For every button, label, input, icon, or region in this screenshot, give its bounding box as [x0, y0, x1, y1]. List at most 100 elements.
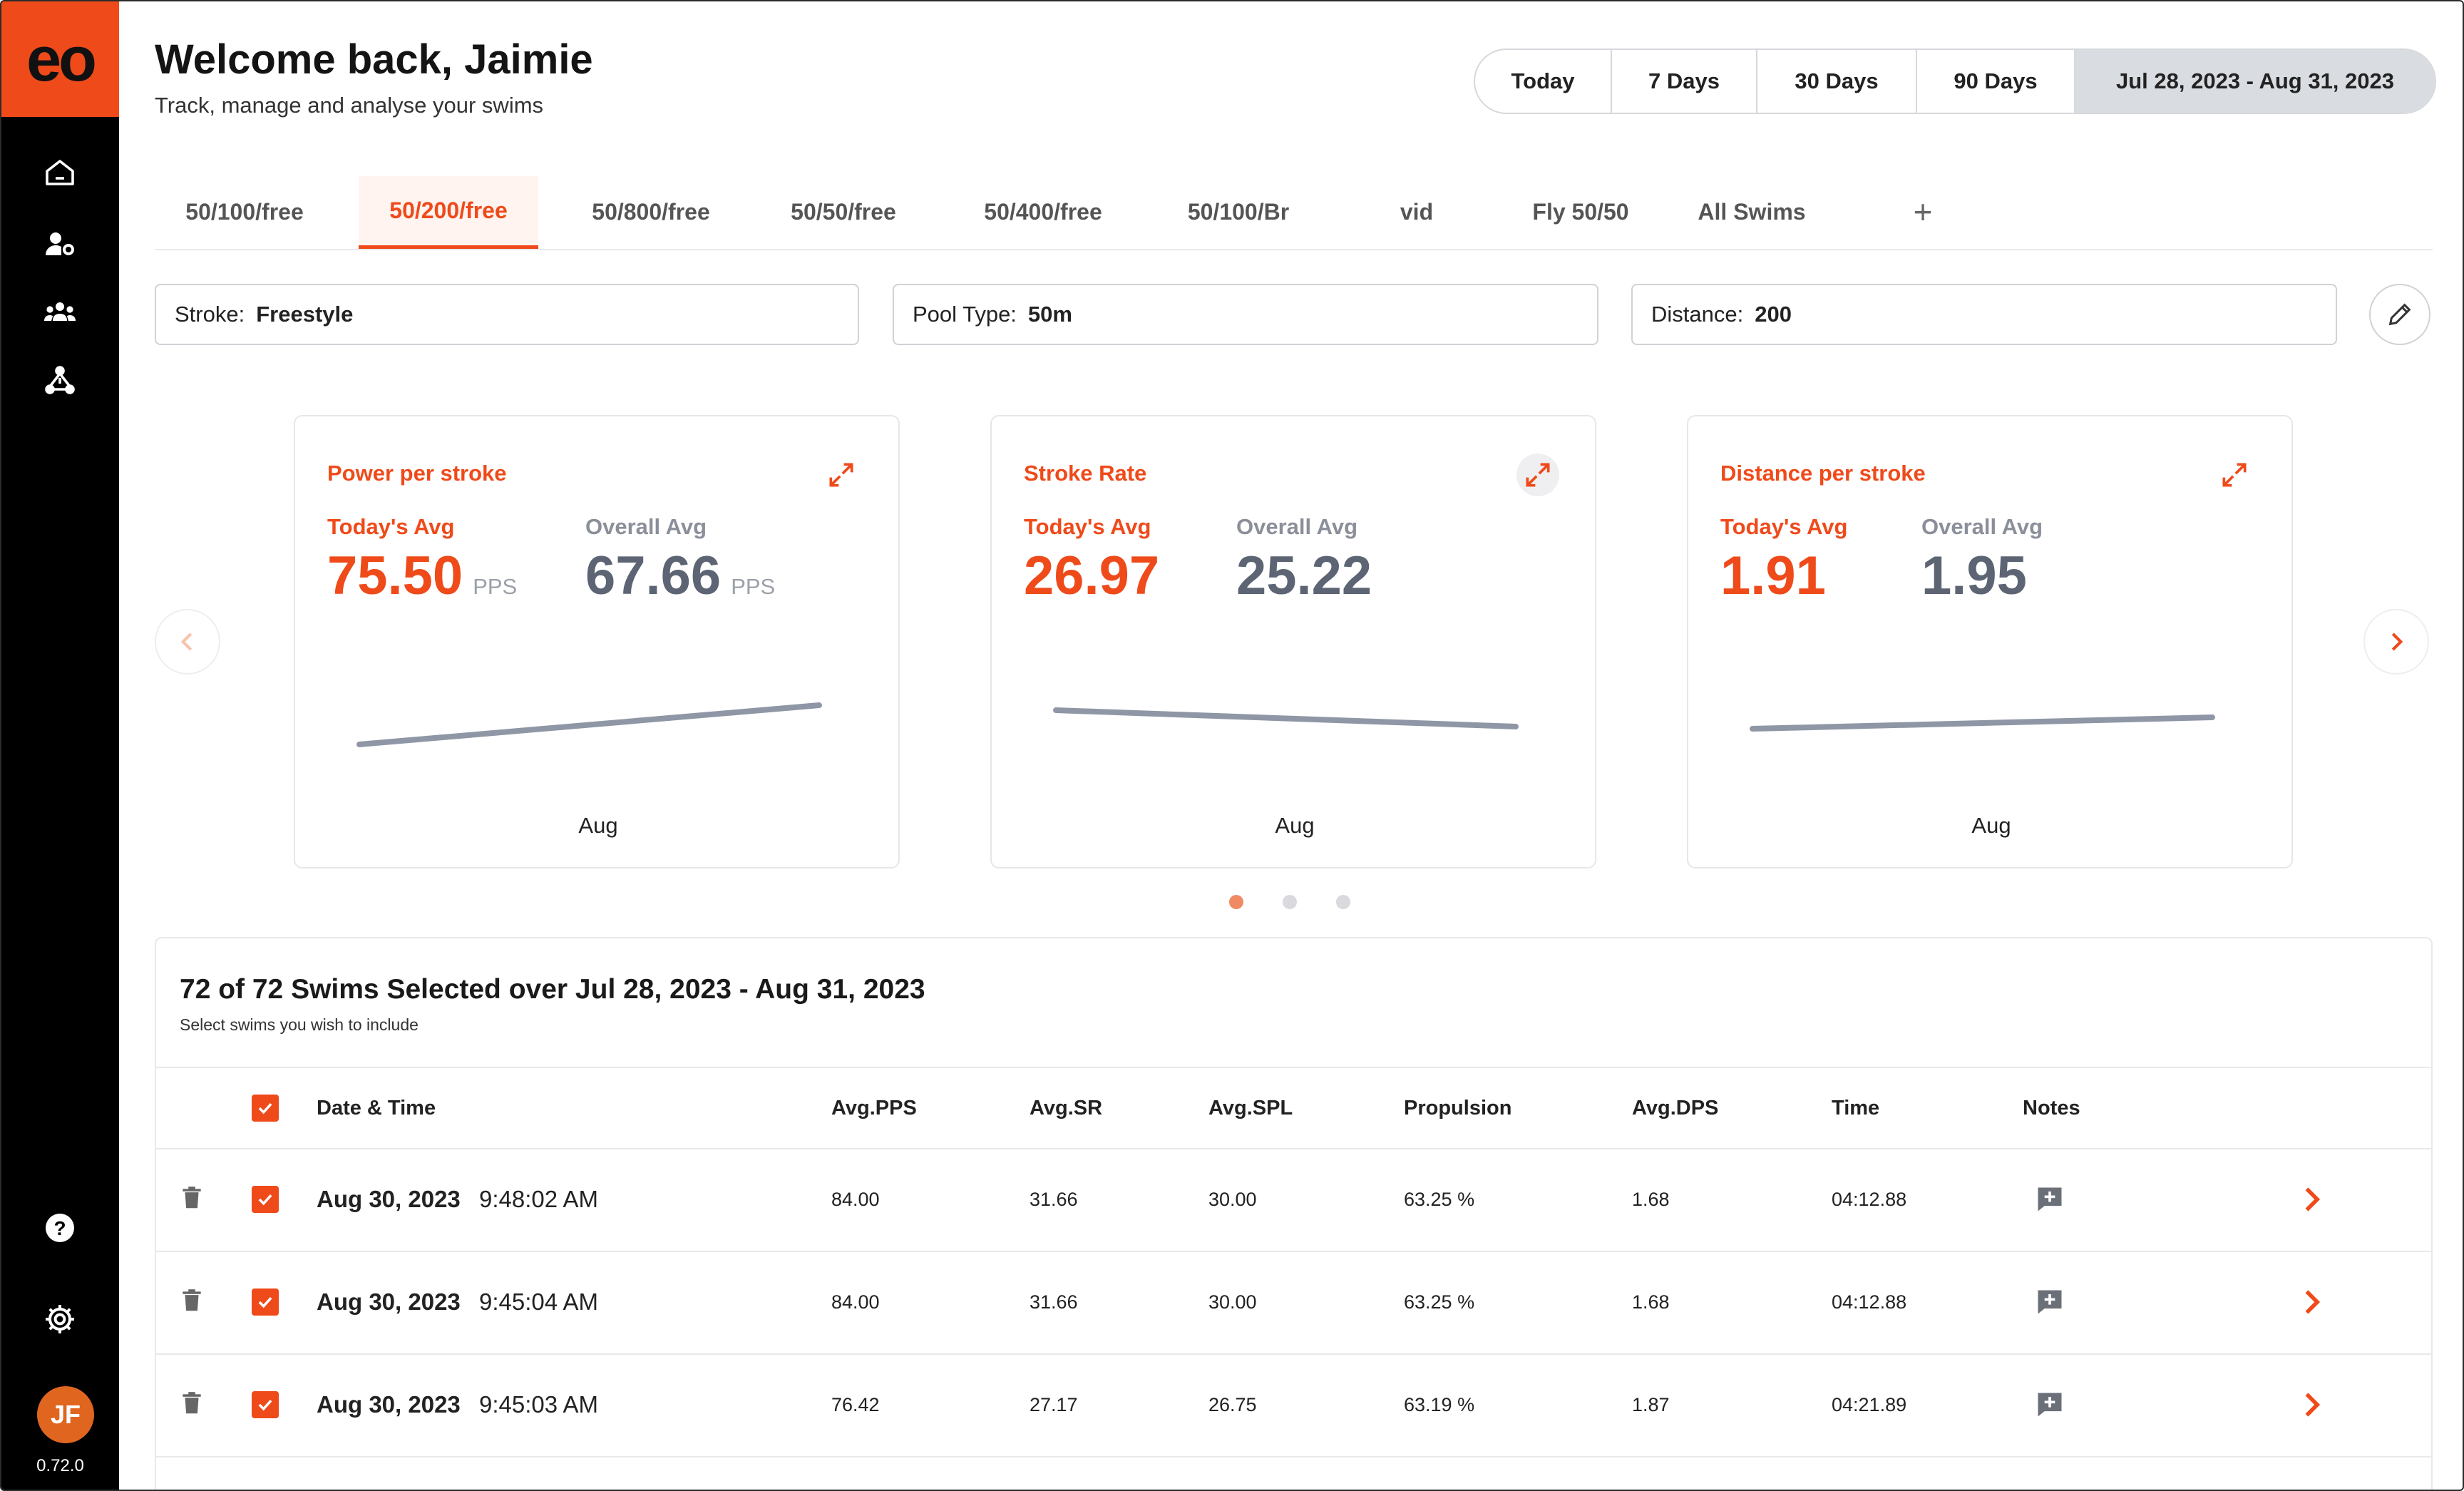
overall-value-number: 67.66 [585, 545, 722, 606]
today-avg-label: Today's Avg [1720, 514, 1848, 539]
pagination-dot[interactable] [1229, 895, 1243, 909]
group-icon[interactable] [37, 290, 83, 335]
row-avg-sr: 27.17 [1030, 1393, 1078, 1415]
today-avg-label: Today's Avg [327, 514, 455, 539]
avatar[interactable]: JF [37, 1386, 94, 1443]
overall-avg-value: 1.95 [1921, 545, 2027, 606]
table-header: Date & Time Avg.PPS Avg.SR Avg.SPL Propu… [156, 1067, 2431, 1149]
row-checkbox[interactable] [252, 1288, 279, 1316]
today-avg-label: Today's Avg [1024, 514, 1151, 539]
tab-50-400-free[interactable]: 50/400/free [984, 198, 1102, 225]
table-row[interactable]: Aug 30, 2023 9:45:03 AM 76.42 27.17 26.7… [156, 1353, 2431, 1457]
table-row[interactable]: Aug 30, 2023 9:48:02 AM 84.00 31.66 30.0… [156, 1148, 2431, 1252]
range-30-days-button[interactable]: 30 Days [1757, 50, 1917, 113]
row-propulsion: 63.25 % [1404, 1188, 1475, 1210]
range-90-days-button[interactable]: 90 Days [1917, 50, 2075, 113]
trash-icon[interactable] [176, 1285, 207, 1316]
select-all-checkbox[interactable] [252, 1095, 279, 1122]
column-header[interactable]: Propulsion [1404, 1096, 1512, 1119]
pool-type-value: 50m [1027, 302, 1072, 327]
row-avg-dps: 1.87 [1632, 1393, 1670, 1415]
pagination-dot[interactable] [1336, 895, 1350, 909]
tab-50-200-free[interactable]: 50/200/free [359, 176, 538, 249]
range-today-button[interactable]: Today [1475, 50, 1612, 113]
column-header[interactable]: Time [1832, 1096, 1880, 1119]
row-date: Aug 30, 2023 [317, 1186, 461, 1212]
row-avg-pps: 84.00 [831, 1291, 880, 1313]
chevron-right-icon[interactable] [2294, 1285, 2328, 1319]
row-duration: 04:21.89 [1832, 1393, 1907, 1415]
row-time: 9:45:03 AM [479, 1391, 598, 1418]
column-header[interactable]: Avg.DPS [1632, 1096, 1719, 1119]
row-avg-sr: 31.66 [1030, 1188, 1078, 1210]
column-header[interactable]: Date & Time [317, 1096, 436, 1119]
row-checkbox[interactable] [252, 1391, 279, 1418]
chevron-right-icon[interactable] [2294, 1182, 2328, 1216]
row-avg-pps: 76.42 [831, 1393, 880, 1415]
pool-type-label: Pool Type: [913, 302, 1017, 327]
version-label: 0.72.0 [36, 1456, 84, 1475]
network-icon[interactable] [37, 358, 83, 404]
metric-card-distance-per-stroke: Distance per stroke Today's Avg Overall … [1687, 415, 2293, 869]
trash-icon[interactable] [176, 1182, 207, 1214]
home-icon[interactable] [37, 150, 83, 195]
column-header[interactable]: Avg.SR [1030, 1096, 1103, 1119]
distance-filter[interactable]: Distance: 200 [1631, 284, 2337, 345]
tab-50-800-free[interactable]: 50/800/free [592, 198, 710, 225]
carousel-pagination [1229, 895, 1350, 909]
gear-icon[interactable] [37, 1296, 83, 1342]
add-note-icon[interactable] [2033, 1182, 2067, 1216]
range-7-days-button[interactable]: 7 Days [1612, 50, 1757, 113]
row-duration: 04:12.88 [1832, 1188, 1907, 1210]
trash-icon[interactable] [176, 1388, 207, 1419]
row-time: 9:48:02 AM [479, 1186, 598, 1212]
swim-set-tabs: 50/100/free 50/200/free 50/800/free 50/5… [155, 176, 2433, 250]
tab-50-50-free[interactable]: 50/50/free [791, 198, 896, 225]
pool-type-filter[interactable]: Pool Type: 50m [893, 284, 1598, 345]
column-header[interactable]: Avg.SPL [1208, 1096, 1293, 1119]
range-custom-button[interactable]: Jul 28, 2023 - Aug 31, 2023 [2075, 50, 2435, 113]
expand-icon[interactable] [2213, 454, 2256, 496]
pagination-dot[interactable] [1283, 895, 1297, 909]
overall-unit: PPS [731, 574, 776, 599]
date-range-selector: Today 7 Days 30 Days 90 Days Jul 28, 202… [1474, 48, 2436, 114]
expand-icon[interactable] [820, 454, 863, 496]
pencil-icon [2388, 303, 2411, 326]
row-avg-spl: 26.75 [1208, 1393, 1257, 1415]
trend-line [1053, 707, 1519, 729]
user-gear-icon[interactable] [37, 221, 83, 267]
card-title: Distance per stroke [1720, 461, 1926, 486]
table-row[interactable]: Aug 30, 2023 9:45:04 AM 84.00 31.66 30.0… [156, 1251, 2431, 1355]
distance-value: 200 [1755, 302, 1792, 327]
today-avg-value: 26.97 [1024, 545, 1160, 606]
tab-fly-50-50[interactable]: Fly 50/50 [1532, 198, 1629, 225]
column-header[interactable]: Notes [2023, 1096, 2080, 1119]
expand-icon[interactable] [1516, 454, 1559, 496]
carousel-next-button[interactable] [2363, 609, 2429, 675]
tab-all-swims[interactable]: All Swims [1698, 198, 1806, 225]
app-logo[interactable]: eo [1, 1, 119, 117]
overall-avg-label: Overall Avg [1921, 514, 2043, 539]
help-icon[interactable]: ? [37, 1205, 83, 1251]
column-header[interactable]: Avg.PPS [831, 1096, 917, 1119]
add-note-icon[interactable] [2033, 1285, 2067, 1319]
carousel-prev-button[interactable] [155, 609, 220, 675]
row-propulsion: 63.25 % [1404, 1291, 1475, 1313]
chevron-right-icon[interactable] [2294, 1388, 2328, 1422]
swims-title: 72 of 72 Swims Selected over Jul 28, 202… [180, 974, 925, 1005]
row-avg-pps: 84.00 [831, 1188, 880, 1210]
row-avg-dps: 1.68 [1632, 1188, 1670, 1210]
row-avg-spl: 30.00 [1208, 1291, 1257, 1313]
tab-vid[interactable]: vid [1400, 198, 1434, 225]
chevron-right-icon [2391, 632, 2403, 651]
row-checkbox[interactable] [252, 1186, 279, 1213]
metric-card-power-per-stroke: Power per stroke Today's Avg Overall Avg… [294, 415, 900, 869]
tab-50-100-free[interactable]: 50/100/free [185, 198, 304, 225]
stroke-filter[interactable]: Stroke: Freestyle [155, 284, 859, 345]
add-tab-button[interactable]: + [1913, 193, 1933, 230]
trend-line [356, 702, 822, 747]
add-note-icon[interactable] [2033, 1388, 2067, 1422]
edit-filters-button[interactable] [2369, 284, 2430, 345]
tab-50-100-br[interactable]: 50/100/Br [1187, 198, 1290, 225]
page-title: Welcome back, Jaimie [155, 36, 593, 83]
